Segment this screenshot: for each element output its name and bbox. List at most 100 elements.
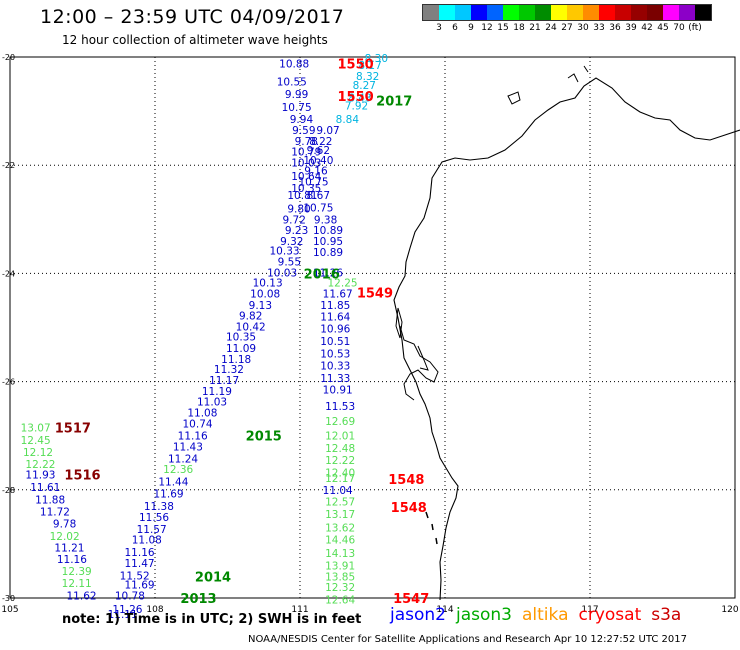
pass-time-label: 1549 [357, 286, 393, 301]
color-scale-tick-label: 18 [513, 23, 525, 33]
color-swatch [471, 5, 487, 20]
color-scale-tick-label: 45 [657, 23, 669, 33]
wave-height-value: 11.38 [144, 501, 174, 513]
wave-height-value: 12.36 [163, 464, 193, 476]
color-scale-tick-label: 70 [673, 23, 685, 33]
coastline [393, 65, 740, 601]
wave-height-value: 9.13 [249, 300, 272, 312]
wave-height-value: 8.17 [358, 60, 381, 72]
pass-time-label: 1548 [391, 501, 427, 516]
longitude-tick-label: 111 [291, 605, 308, 615]
color-swatch [503, 5, 519, 20]
wave-height-value: 9.23 [285, 225, 308, 237]
wave-height-value: 11.16 [57, 554, 87, 566]
wave-height-value: 11.52 [120, 570, 150, 582]
color-swatch [487, 5, 503, 20]
legend-item-altika: altika [522, 605, 569, 625]
longitude-tick-label: 117 [581, 605, 598, 615]
credit-line: NOAA/NESDIS Center for Satellite Applica… [248, 634, 687, 645]
wave-height-value: 11.16 [125, 547, 155, 559]
wave-height-value: 13.85 [325, 571, 355, 583]
wave-height-value: 11.64 [320, 312, 350, 324]
pass-time-label: 2013 [180, 592, 216, 607]
wave-height-value: 10.95 [313, 236, 343, 248]
wave-height-value: 10.89 [313, 247, 343, 259]
wave-height-value: 7.92 [345, 101, 368, 113]
color-scale-legend: 3 6 9 12 15 18 21 24 27 30 33 36 39 42 45 70 (ft) [422, 4, 712, 35]
color-scale-tick-label: 21 [529, 23, 541, 33]
wave-height-value: 12.45 [21, 435, 51, 447]
wave-height-value: 10.81 [287, 190, 317, 202]
wave-height-value: 11.44 [158, 477, 188, 489]
wave-height-value: 11.03 [197, 397, 227, 409]
wave-height-value: 11.56 [139, 512, 169, 524]
wave-height-value: 11.09 [226, 343, 256, 355]
wave-height-value: 10.64 [291, 171, 321, 183]
legend-item-cryosat: cryosat [578, 605, 642, 625]
wave-height-value: 9.78 [53, 518, 76, 530]
wave-height-value: 11.93 [25, 470, 55, 482]
wave-height-value: 11.18 [221, 354, 251, 366]
wave-height-value: 11.26 [313, 267, 343, 279]
units-note: note: 1) Time is in UTC; 2) SWH is in fe… [62, 612, 362, 627]
wave-height-value: 10.96 [320, 324, 350, 336]
color-scale-tick-label: 6 [452, 23, 458, 33]
wave-height-value: 13.07 [21, 423, 51, 435]
color-swatch [535, 5, 551, 20]
color-swatch [567, 5, 583, 20]
wave-height-value: 10.74 [183, 418, 213, 430]
barrow-island [507, 91, 521, 105]
color-scale-tick-label: 30 [577, 23, 589, 33]
wave-height-value: 9.99 [285, 89, 308, 101]
wave-height-value: 10.79 [291, 147, 321, 159]
color-scale-tick-label: 9 [468, 23, 474, 33]
color-swatch [615, 5, 631, 20]
color-swatch [423, 5, 439, 20]
wave-height-value: 11.53 [325, 401, 355, 413]
wave-height-value: 13.62 [325, 523, 355, 535]
wave-height-value: 12.57 [325, 497, 355, 509]
wave-height-value: 11.21 [54, 543, 84, 555]
pass-time-label: 2015 [246, 430, 282, 445]
wave-height-value: 13.17 [325, 509, 355, 521]
wave-height-value: 10.55 [277, 76, 307, 88]
wave-height-value: 9.62 [307, 145, 330, 157]
color-swatch [583, 5, 599, 20]
axis-tick-labels: 105 108 111 114 117 120 -20 -22 -24 -26 -28 -30 [1, 53, 738, 615]
shark-bay-inlet [399, 325, 439, 401]
wave-height-value: 11.43 [173, 442, 203, 454]
wave-height-value: 9.72 [283, 214, 306, 226]
pass-time-label: 1550 [337, 90, 373, 105]
color-swatch [599, 5, 615, 20]
wave-height-value: 11.57 [137, 524, 167, 536]
wave-height-value: 10.03 [291, 157, 321, 169]
wave-height-value: 12.25 [328, 278, 358, 290]
wave-height-value: 10.91 [323, 385, 353, 397]
latitude-tick-label: -20 [2, 53, 15, 62]
color-swatch [455, 5, 471, 20]
color-swatch [663, 5, 679, 20]
wave-height-value: 11.16 [178, 431, 208, 443]
wave-height-value: 10.08 [250, 288, 280, 300]
longitude-tick-label: 105 [1, 605, 18, 615]
latitude-tick-label: -30 [2, 594, 15, 603]
wave-height-value: 9.59 [292, 125, 315, 137]
wave-height-value: 11.32 [214, 364, 244, 376]
wave-height-value: 14.46 [325, 535, 355, 547]
wave-height-value: 11.24 [168, 453, 198, 465]
wave-height-value: 12.69 [325, 416, 355, 428]
color-scale-tick-label: 3 [436, 23, 442, 33]
legend-item-s3a: s3a [651, 605, 682, 625]
wave-height-value: 10.35 [226, 332, 256, 344]
pass-time-label: 2017 [376, 94, 412, 109]
wave-height-value: 11.67 [323, 288, 353, 300]
color-scale-tick-label: (ft) [688, 23, 702, 33]
wave-height-value: 12.12 [23, 447, 53, 459]
color-swatch [679, 5, 695, 20]
color-swatch [631, 5, 647, 20]
longitude-tick-label: 120 [721, 605, 738, 615]
color-swatch [695, 5, 711, 20]
wave-height-value: 11.85 [320, 300, 350, 312]
wave-height-value: 10.42 [236, 321, 266, 333]
